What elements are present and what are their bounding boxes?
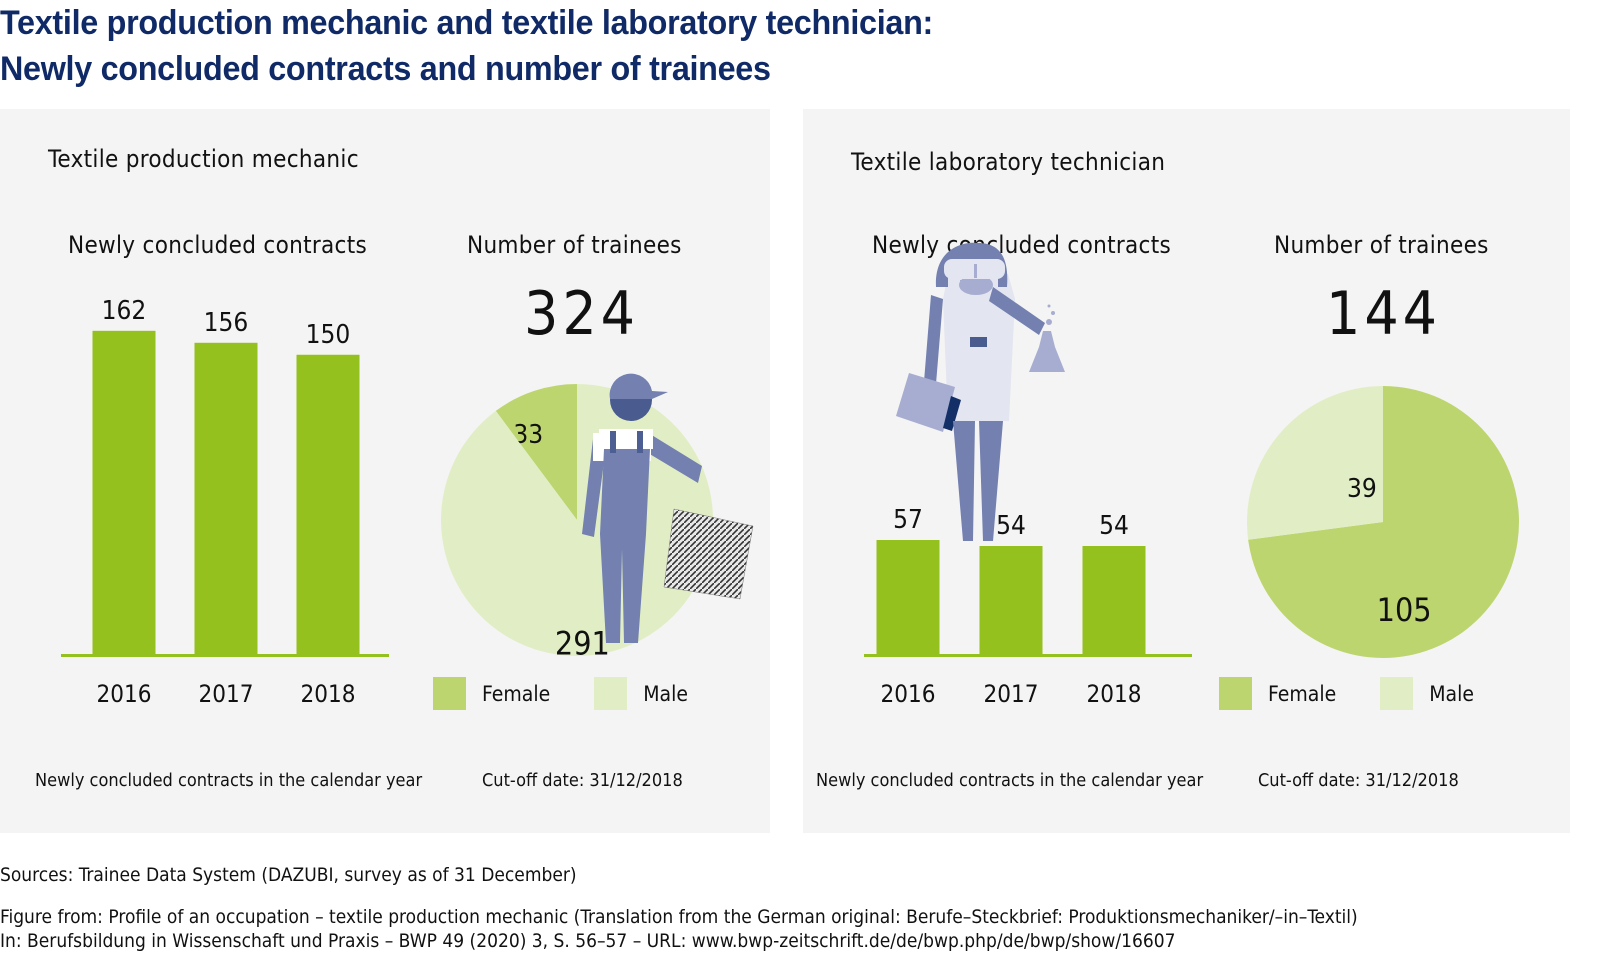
bar-value-label: 156 <box>204 308 249 338</box>
pie-chart: 105 39 <box>1247 386 1519 658</box>
female-swatch <box>1219 677 1252 710</box>
male-swatch <box>594 677 628 710</box>
bar-2016 <box>876 540 940 654</box>
pie-footnote: Cut-off date: 31/12/2018 <box>1258 770 1459 791</box>
female-swatch <box>433 677 466 710</box>
panel-title: Textile laboratory technician <box>851 148 1166 176</box>
legend-female: Female <box>1219 677 1336 710</box>
bar-chart: 57 2016 54 2017 54 2018 <box>864 505 1192 708</box>
pie-slice-male <box>1247 386 1383 540</box>
bar-value-label: 57 <box>893 505 923 535</box>
bar-footnote: Newly concluded contracts in the calenda… <box>816 770 1204 791</box>
panel-textile-laboratory-technician: Textile laboratory technician Newly conc… <box>803 109 1570 833</box>
panel-title: Textile production mechanic <box>48 145 359 173</box>
panel-textile-production-mechanic: Textile production mechanic Newly conclu… <box>0 109 770 833</box>
title-line-1: Textile production mechanic and textile … <box>0 4 933 42</box>
fabric-sample-icon <box>663 508 754 600</box>
trainees-total: 144 <box>1326 279 1442 349</box>
bar-2018 <box>296 354 360 654</box>
title-line-2: Newly concluded contracts and number of … <box>0 50 771 88</box>
bar-footnote: Newly concluded contracts in the calenda… <box>35 770 423 791</box>
bar-2017 <box>194 342 258 654</box>
trainees-total: 324 <box>524 279 640 349</box>
bar-value-label: 162 <box>102 296 147 326</box>
legend-label: Male <box>1429 681 1474 706</box>
legend-male: Male <box>594 677 688 710</box>
legend-label: Male <box>643 681 688 706</box>
pie-value-label: 39 <box>1347 474 1377 504</box>
pie-value-label: 291 <box>555 625 610 663</box>
x-axis-baseline <box>864 654 1192 657</box>
legend-label: Female <box>482 681 551 706</box>
bar-2016 <box>92 330 156 654</box>
bar-value-label: 54 <box>996 511 1026 541</box>
pie-value-label: 105 <box>1377 591 1432 629</box>
x-tick-label: 2017 <box>199 680 254 708</box>
pie-legend: Female Male <box>1219 677 1518 710</box>
sources-note: Sources: Trainee Data System (DAZUBI, su… <box>0 864 577 886</box>
bar-2018 <box>1082 546 1146 654</box>
pie-slice-female <box>1248 386 1519 658</box>
pie-chart-title: Number of trainees <box>467 231 682 259</box>
legend-female: Female <box>433 677 550 710</box>
pie-footnote: Cut-off date: 31/12/2018 <box>482 770 683 791</box>
pie-chart-title: Number of trainees <box>1274 231 1489 259</box>
bar-chart-title: Newly concluded contracts <box>68 231 368 259</box>
bar-2017 <box>979 546 1043 654</box>
lab-technician-figure <box>896 242 1065 541</box>
citation-note: In: Berufsbildung in Wissenschaft und Pr… <box>0 930 1176 952</box>
worker-illustration <box>582 373 754 643</box>
bar-chart: 162 2016 156 2017 150 2018 <box>61 296 389 708</box>
x-tick-label: 2018 <box>301 680 356 708</box>
x-tick-label: 2016 <box>881 680 936 708</box>
pie-legend: Female Male <box>433 677 732 710</box>
pie-slice-female <box>495 384 577 520</box>
legend-label: Female <box>1268 681 1337 706</box>
figure-from-note: Figure from: Profile of an occupation – … <box>0 906 1358 928</box>
bar-chart-title: Newly concluded contracts <box>872 231 1172 259</box>
x-tick-label: 2016 <box>97 680 152 708</box>
x-tick-label: 2017 <box>984 680 1039 708</box>
male-swatch <box>1380 677 1414 710</box>
figure-title: Textile production mechanic and textile … <box>0 0 933 92</box>
legend-male: Male <box>1380 677 1474 710</box>
worker-figure <box>582 373 702 643</box>
bar-value-label: 150 <box>306 320 351 350</box>
x-tick-label: 2018 <box>1087 680 1142 708</box>
bar-value-label: 54 <box>1099 511 1129 541</box>
x-axis-baseline <box>61 654 389 657</box>
lab-technician-illustration <box>896 242 1065 541</box>
